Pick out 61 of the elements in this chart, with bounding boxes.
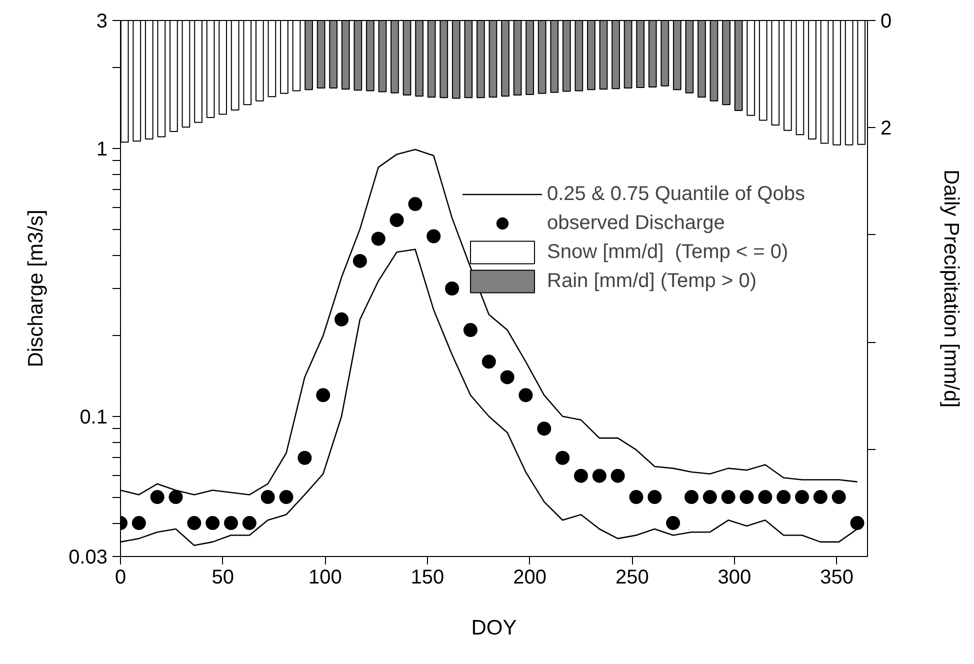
legend-label: observed Discharge [547, 211, 725, 235]
y2-tick-label: 0 [880, 10, 892, 32]
x-tick-label: 50 [212, 566, 234, 588]
x-tick-label: 150 [410, 566, 444, 588]
y-tick-label: 0.03 [68, 546, 108, 568]
point [556, 450, 570, 465]
point [260, 490, 275, 504]
point [445, 282, 460, 296]
point [187, 516, 202, 530]
point [352, 254, 367, 268]
point [666, 516, 680, 530]
point [224, 516, 238, 530]
point [776, 490, 791, 504]
point [537, 422, 552, 436]
x-tick-label: 0 [114, 566, 126, 588]
point [298, 450, 312, 465]
point [592, 468, 606, 483]
point [684, 490, 698, 504]
x-tick-label: 350 [820, 566, 854, 588]
x-tick-label: 100 [308, 566, 342, 588]
point [168, 490, 183, 504]
point [832, 490, 846, 504]
point [316, 388, 330, 402]
point [408, 197, 422, 211]
point [132, 516, 146, 530]
x-tick-label: 300 [718, 566, 752, 588]
point [740, 490, 754, 504]
y-tick-label: 0.1 [80, 406, 108, 428]
legend-label: Snow [mm/d] (Temp < = 0) [547, 240, 788, 264]
point [279, 490, 294, 504]
point [482, 354, 496, 369]
point [150, 490, 164, 504]
legend-label: Rain [mm/d] (Temp > 0) [547, 269, 757, 293]
point [334, 312, 349, 326]
point [813, 490, 828, 504]
point [721, 490, 736, 504]
point [610, 468, 625, 483]
point [426, 229, 441, 244]
x-axis-title: DOY [471, 616, 517, 640]
point [648, 490, 662, 504]
point [702, 490, 717, 504]
point [850, 516, 864, 530]
y-axis-title: Discharge [m3/s] [24, 210, 48, 368]
y-tick-label: 3 [96, 10, 108, 32]
legend-label: 0.25 & 0.75 Quantile of Qobs [547, 182, 805, 206]
x-tick-label: 200 [513, 566, 547, 588]
point [463, 323, 478, 337]
point [242, 516, 256, 530]
point [371, 232, 386, 246]
y2-axis-title: Daily Precipitation [mm/d] [940, 169, 963, 408]
point [758, 490, 772, 504]
point [206, 516, 220, 530]
x-tick-label: 250 [615, 566, 649, 588]
point [795, 490, 810, 504]
point [574, 468, 588, 483]
point [390, 213, 404, 228]
point [518, 388, 533, 402]
y2-tick-label: 2 [880, 118, 892, 140]
point [500, 370, 514, 384]
point [629, 490, 644, 504]
y-tick-label: 1 [96, 138, 108, 160]
